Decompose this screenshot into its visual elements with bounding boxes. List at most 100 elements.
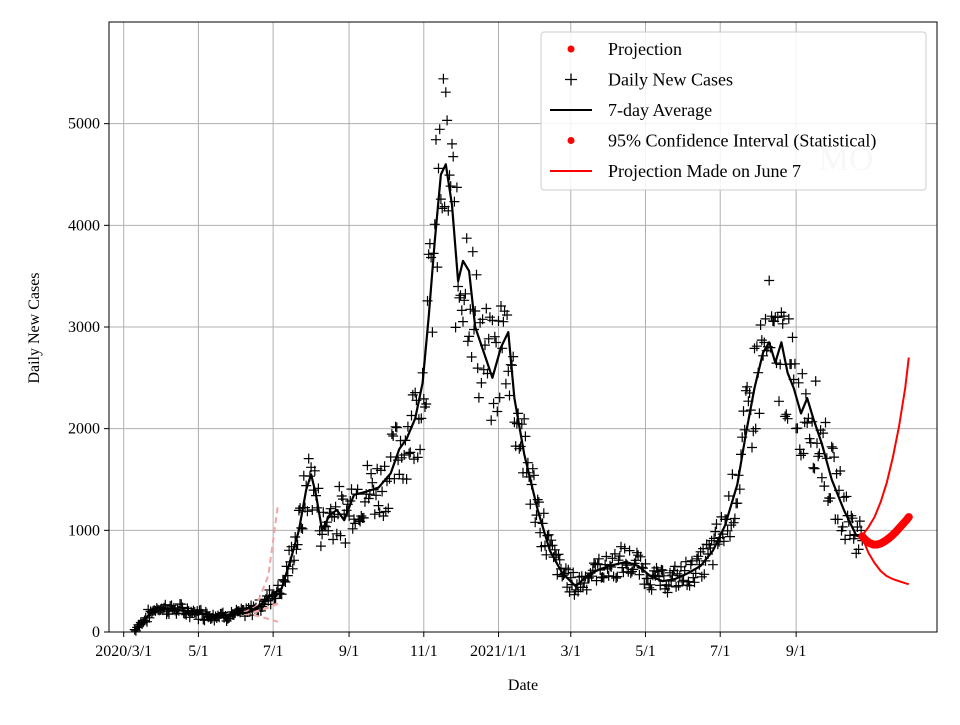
daily-case-marker — [469, 324, 479, 335]
daily-case-marker — [562, 582, 573, 593]
daily-case-marker — [750, 423, 761, 434]
daily-case-marker — [609, 548, 620, 559]
daily-case-marker — [432, 262, 443, 273]
daily-case-marker — [529, 470, 539, 481]
daily-case-marker — [601, 551, 612, 562]
daily-case-marker — [302, 506, 313, 517]
daily-case-marker — [459, 295, 470, 306]
daily-case-marker — [837, 521, 848, 532]
daily-case-marker — [337, 494, 348, 505]
daily-case-marker — [816, 472, 827, 483]
daily-case-marker — [841, 491, 852, 502]
daily-case-marker — [706, 535, 717, 546]
daily-case-marker — [699, 569, 710, 580]
daily-case-marker — [838, 492, 849, 503]
daily-case-marker — [347, 523, 358, 534]
daily-case-marker — [782, 413, 793, 424]
daily-case-marker — [808, 462, 819, 473]
daily-case-marker — [498, 316, 509, 327]
daily-case-marker — [486, 415, 497, 426]
y-tick-label: 0 — [92, 624, 100, 641]
daily-case-marker — [386, 429, 397, 440]
daily-case-marker — [433, 163, 444, 174]
daily-case-marker — [371, 490, 381, 501]
daily-case-marker — [804, 433, 815, 444]
daily-case-marker — [646, 584, 657, 595]
y-tick-label: 2000 — [68, 421, 100, 438]
daily-case-marker — [438, 73, 449, 84]
daily-case-marker — [405, 447, 416, 458]
daily-case-marker — [793, 377, 804, 388]
daily-case-marker — [429, 219, 440, 230]
daily-case-marker — [796, 450, 806, 461]
ci-upper-line — [861, 357, 910, 537]
daily-case-marker — [847, 513, 858, 524]
daily-case-marker — [466, 352, 477, 362]
daily-case-marker — [366, 468, 377, 479]
daily-case-marker — [530, 517, 541, 528]
daily-case-marker — [431, 134, 441, 145]
daily-case-marker — [634, 569, 645, 580]
daily-case-marker — [640, 558, 651, 569]
daily-case-marker — [483, 333, 494, 344]
daily-case-marker — [607, 553, 618, 564]
daily-case-marker — [334, 481, 345, 492]
daily-case-marker — [315, 541, 326, 552]
daily-case-marker — [560, 563, 571, 574]
daily-case-marker — [658, 570, 669, 581]
daily-case-marker — [619, 543, 630, 554]
daily-case-marker — [611, 573, 622, 583]
daily-case-marker — [399, 450, 410, 460]
daily-case-marker — [598, 572, 609, 583]
daily-case-marker — [792, 423, 803, 434]
daily-case-marker — [840, 534, 851, 545]
daily-case-marker — [727, 469, 738, 480]
daily-case-marker — [328, 534, 339, 545]
daily-case-marker — [458, 316, 468, 327]
daily-case-marker — [835, 466, 846, 476]
daily-case-marker — [307, 505, 318, 515]
daily-case-marker — [760, 313, 771, 324]
daily-case-marker — [287, 563, 298, 574]
axes: 2020/3/1 5/1 7/1 9/1 11/1 2021/1/1 3/1 5/1 7/1 9/… — [68, 21, 938, 660]
daily-case-marker — [362, 460, 373, 471]
daily-case-marker — [554, 554, 565, 565]
daily-case-marker — [693, 551, 704, 562]
daily-case-marker — [462, 336, 473, 347]
y-axis-label: Daily New Cases — [26, 272, 43, 383]
daily-case-marker — [645, 579, 656, 590]
projection-series — [858, 513, 913, 549]
daily-case-marker — [488, 398, 499, 409]
daily-case-marker — [789, 358, 800, 369]
daily-case-marker — [448, 151, 459, 162]
plot-area — [129, 73, 913, 636]
daily-case-marker — [427, 327, 438, 338]
daily-case-marker — [525, 499, 536, 510]
daily-case-marker — [749, 343, 760, 354]
daily-case-marker — [854, 516, 865, 527]
daily-case-marker — [472, 363, 483, 374]
daily-case-marker — [777, 318, 788, 329]
daily-case-marker — [461, 233, 472, 244]
legend-label: 7-day Average — [608, 100, 712, 120]
daily-case-marker — [802, 418, 813, 428]
daily-case-marker — [447, 138, 457, 149]
daily-case-marker — [391, 422, 402, 433]
daily-case-marker — [270, 593, 281, 604]
june7-projection-upper — [243, 504, 279, 614]
daily-case-marker — [568, 567, 579, 578]
daily-case-marker — [732, 498, 743, 509]
daily-case-marker — [309, 465, 320, 476]
daily-case-marker — [369, 509, 380, 520]
daily-case-marker — [481, 303, 492, 314]
daily-case-marker — [726, 520, 737, 531]
daily-case-marker — [451, 182, 462, 193]
daily-case-marker — [593, 553, 604, 564]
daily-case-marker — [470, 306, 481, 316]
daily-case-marker — [696, 571, 707, 582]
daily-case-marker — [477, 314, 488, 325]
daily-case-marker — [412, 452, 423, 463]
daily-case-marker — [827, 443, 838, 454]
x-tick-label: 2020/3/1 — [95, 643, 152, 660]
